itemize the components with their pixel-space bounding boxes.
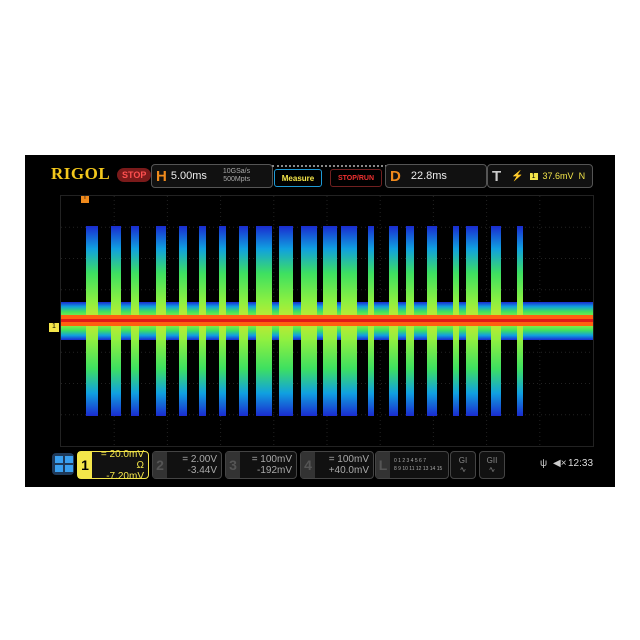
channel-3-scale: = 100mV	[251, 454, 292, 465]
channel-1-panel[interactable]: 1 = 20.0mV Ω -7.20mV	[77, 448, 149, 482]
channel1-offset-marker[interactable]: 1	[49, 323, 59, 332]
channel-4-number: 4	[301, 452, 315, 478]
delay-letter: D	[390, 167, 401, 185]
measure-button[interactable]: Measure	[274, 169, 322, 187]
channel-1-offset: -7.20mV	[106, 470, 144, 482]
generator-2-button[interactable]: GII ∿	[479, 451, 505, 479]
channel-1-coupling: Ω	[136, 459, 144, 471]
trigger-panel[interactable]: T ⚡ 1 37.6mV N	[487, 164, 593, 188]
waveform-grid	[60, 195, 594, 447]
logic-letter: L	[376, 452, 390, 478]
waveform-display	[61, 196, 593, 446]
run-state-badge[interactable]: STOP	[117, 168, 152, 182]
delay-panel[interactable]: D 22.8ms	[385, 164, 487, 188]
horizontal-panel[interactable]: H 5.00ms 10GSa/s 500Mpts	[151, 164, 273, 188]
trigger-position-marker[interactable]: T	[81, 195, 89, 203]
channel-1-scale: = 20.0mV	[100, 448, 144, 460]
logic-channels-row1: 0 1 2 3 4 5 6 7	[394, 458, 426, 464]
memory-position-bar	[272, 165, 387, 171]
horizontal-letter: H	[156, 167, 167, 185]
channel-2-offset: -3.44V	[187, 465, 217, 476]
apps-menu-icon[interactable]	[52, 453, 74, 475]
sine-wave-icon: ∿	[488, 465, 496, 474]
trigger-source: 1	[529, 172, 538, 180]
generator-1-button[interactable]: GI ∿	[450, 451, 476, 479]
usb-icon: ψ	[540, 458, 548, 469]
oscilloscope-screen: RIGOL STOP H 5.00ms 10GSa/s 500Mpts Meas…	[25, 155, 615, 487]
speaker-mute-icon[interactable]: ◀×	[553, 458, 567, 469]
sine-wave-icon: ∿	[459, 465, 467, 474]
generator-1-label: GI	[458, 456, 468, 465]
generator-2-label: GII	[486, 456, 498, 465]
channel-4-panel[interactable]: 4 = 100mV +40.0mV	[300, 451, 374, 479]
baseline-trace-hot	[61, 322, 593, 326]
channel-2-scale: = 2.00V	[182, 454, 217, 465]
trigger-mode: N	[578, 171, 586, 181]
channel-4-scale: = 100mV	[328, 454, 369, 465]
channel-3-number: 3	[226, 452, 240, 478]
rigol-logo: RIGOL	[51, 164, 111, 183]
trigger-level: 37.6mV	[542, 171, 574, 181]
channel-3-panel[interactable]: 3 = 100mV -192mV	[225, 451, 297, 479]
delay-value: 22.8ms	[410, 170, 447, 182]
channel-4-offset: +40.0mV	[328, 465, 369, 476]
timebase: 5.00ms	[170, 170, 207, 182]
logic-channels-row2: 8 9 10 11 12 13 14 15	[394, 466, 443, 472]
stop-run-button[interactable]: STOP/RUN	[330, 169, 382, 187]
sample-rate: 10GSa/s	[222, 168, 251, 175]
rising-edge-icon: ⚡	[511, 170, 524, 182]
baseline-trace-core	[61, 319, 593, 322]
trigger-letter: T	[492, 167, 502, 185]
channel-1-number: 1	[78, 452, 92, 478]
memory-depth: 500Mpts	[223, 176, 251, 183]
channel-2-panel[interactable]: 2 = 2.00V -3.44V	[152, 451, 222, 479]
channel-2-number: 2	[153, 452, 167, 478]
baseline-trace-hot	[61, 315, 593, 319]
channel-3-offset: -192mV	[256, 465, 292, 476]
clock-time: 12:33	[568, 458, 594, 469]
logic-analyzer-panel[interactable]: L 0 1 2 3 4 5 6 7 8 9 10 11 12 13 14 15	[375, 451, 449, 479]
